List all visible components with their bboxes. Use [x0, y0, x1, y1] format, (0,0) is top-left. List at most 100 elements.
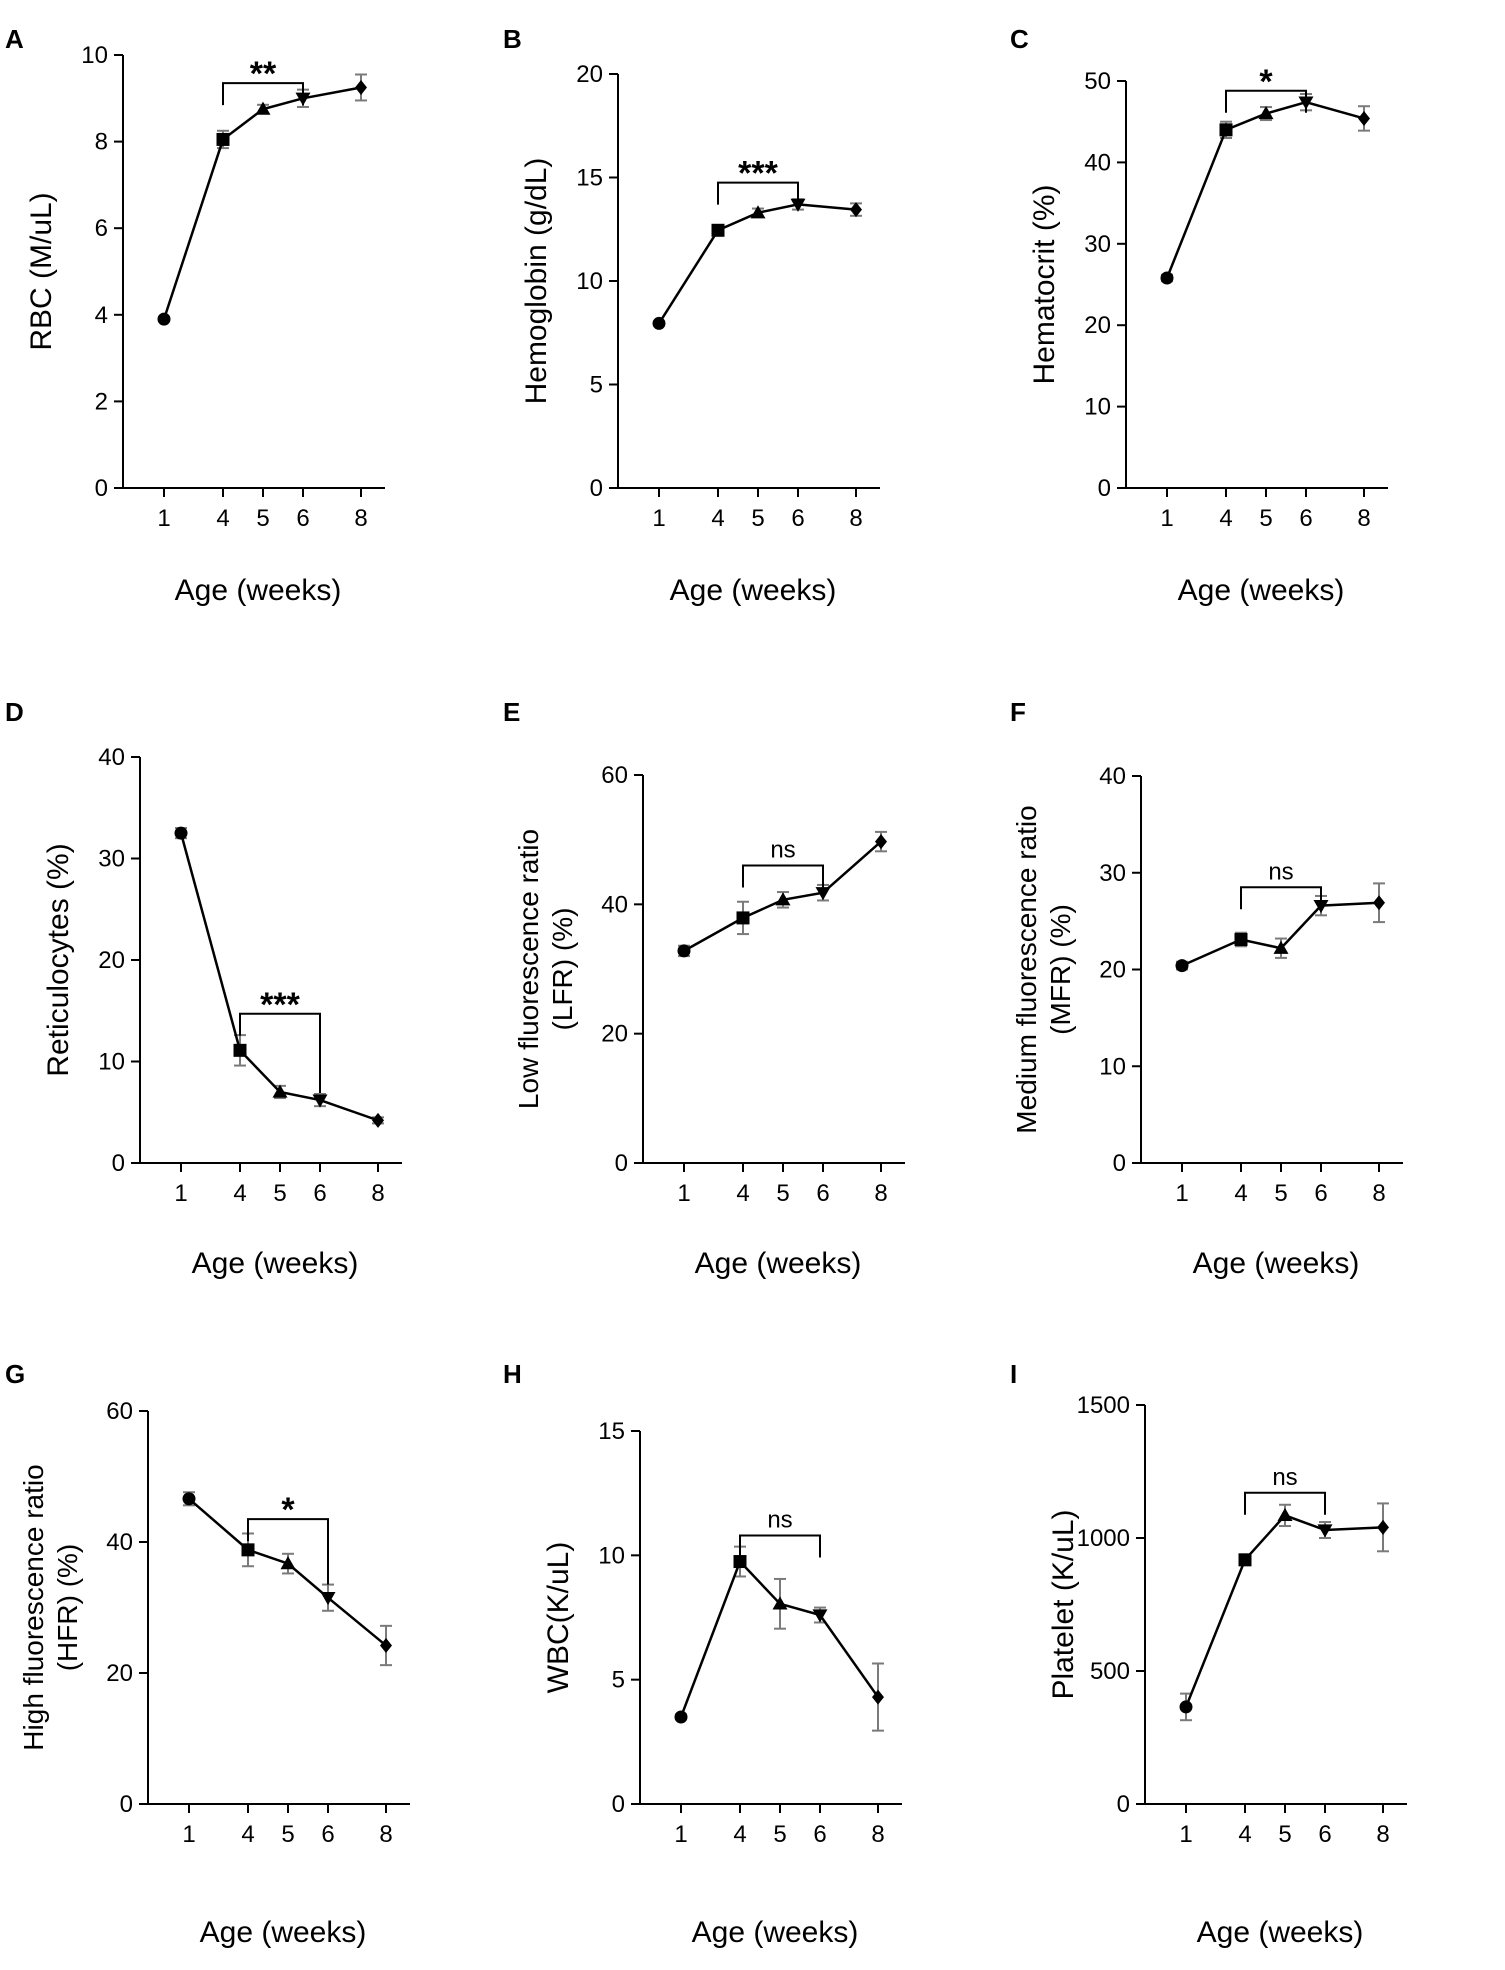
x-tick-label: 5: [773, 1821, 786, 1848]
data-point: [733, 1555, 747, 1569]
y-tick-label: 10: [81, 42, 108, 69]
y-axis-label-line: Medium fluorescence ratio: [1011, 805, 1042, 1133]
y-tick-label: 50: [1084, 68, 1111, 95]
data-point: [775, 892, 791, 906]
significance-bracket: [1244, 1491, 1326, 1515]
x-axis-label: Age (weeks): [692, 1916, 859, 1949]
x-tick-label: 1: [674, 1821, 687, 1848]
x-tick-label: 5: [751, 505, 764, 532]
y-axis-label-line: Low fluorescence ratio: [513, 829, 544, 1109]
data-point: [875, 834, 887, 850]
y-tick-label: 30: [1084, 231, 1111, 258]
x-tick-label: 6: [1318, 1821, 1331, 1848]
data-point: [216, 132, 230, 146]
x-tick-label: 8: [871, 1821, 884, 1848]
significance-label: ns: [770, 837, 795, 864]
panel-label: E: [503, 697, 520, 727]
significance-bracket: [1240, 886, 1322, 910]
significance-bracket: [239, 1012, 321, 1093]
series-line: [162, 86, 362, 320]
significance-bracket: [717, 181, 799, 205]
y-axis-label: Hemoglobin (g/dL): [520, 158, 553, 405]
chart-panel-f: F 0 10 20 30 40 1 4 5 6 8 Age (weeks) Medium fluores…: [1010, 697, 1403, 1280]
x-tick-label: 8: [371, 1180, 384, 1207]
x-tick-label: 4: [733, 1821, 746, 1848]
data-point: [320, 1592, 336, 1606]
y-tick-label: 500: [1090, 1658, 1130, 1685]
data-point: [182, 1492, 196, 1506]
y-tick-label: 2: [95, 388, 108, 415]
data-point: [711, 223, 725, 237]
y-tick-label: 15: [576, 165, 603, 192]
y-tick-label: 0: [615, 1150, 628, 1177]
x-tick-label: 1: [182, 1821, 195, 1848]
panel-label: D: [5, 697, 24, 727]
data-point: [1277, 1507, 1293, 1522]
series-line: [657, 203, 857, 325]
chart-panel-i: I 0 500 1000 1500 1 4 5 6 8 Age (weeks) Platelet (K…: [1010, 1359, 1407, 1949]
panel-label: H: [503, 1359, 522, 1389]
y-tick-label: 0: [120, 1791, 133, 1818]
x-axis-label: Age (weeks): [1193, 1247, 1360, 1280]
significance-bracket: [247, 1518, 329, 1585]
data-point: [272, 1084, 288, 1098]
data-point: [255, 101, 271, 115]
y-axis-label-line: (HFR) (%): [52, 1544, 83, 1672]
data-point: [1273, 940, 1289, 954]
y-tick-label: 40: [1084, 149, 1111, 176]
significance-bracket: [742, 864, 824, 888]
y-axis-label-line: High fluorescence ratio: [18, 1464, 49, 1750]
x-tick-label: 6: [313, 1180, 326, 1207]
significance-label: ns: [1268, 858, 1293, 885]
y-tick-label: 10: [1084, 394, 1111, 421]
significance-label: ns: [767, 1506, 792, 1533]
x-tick-label: 5: [256, 505, 269, 532]
y-axis-label: RBC (M/uL): [25, 192, 58, 350]
x-tick-label: 5: [1278, 1821, 1291, 1848]
data-point: [157, 312, 171, 326]
y-tick-label: 0: [590, 475, 603, 502]
y-tick-label: 20: [576, 61, 603, 88]
data-point: [355, 79, 367, 95]
chart-panel-e: E 0 20 40 60 1 4 5 6 8 Age (weeks) Low fluorescence…: [503, 697, 905, 1280]
significance-label: ***: [738, 155, 778, 193]
x-tick-label: 6: [1314, 1180, 1327, 1207]
y-tick-label: 10: [598, 1542, 625, 1569]
y-tick-label: 40: [1099, 763, 1126, 790]
x-axis-label: Age (weeks): [200, 1916, 367, 1949]
x-tick-label: 4: [233, 1180, 246, 1207]
x-tick-label: 8: [849, 505, 862, 532]
data-point: [241, 1543, 255, 1557]
panel-label: A: [5, 24, 24, 54]
y-axis-label: Platelet (K/uL): [1047, 1509, 1080, 1699]
y-axis-label: WBC(K/uL): [542, 1542, 575, 1694]
significance-bracket: [222, 82, 304, 106]
data-point: [736, 911, 750, 925]
x-tick-label: 8: [1376, 1821, 1389, 1848]
x-tick-label: 4: [1219, 505, 1232, 532]
x-tick-label: 4: [736, 1180, 749, 1207]
data-point: [1234, 933, 1248, 947]
x-tick-label: 8: [354, 505, 367, 532]
data-point: [233, 1043, 247, 1057]
data-point: [1175, 959, 1189, 973]
y-tick-label: 30: [98, 846, 125, 873]
x-axis-label: Age (weeks): [1178, 574, 1345, 607]
y-tick-label: 10: [576, 268, 603, 295]
y-tick-label: 0: [1117, 1791, 1130, 1818]
x-tick-label: 1: [1175, 1180, 1188, 1207]
x-tick-label: 1: [174, 1180, 187, 1207]
y-tick-label: 60: [106, 1398, 133, 1425]
data-point: [1317, 1524, 1333, 1538]
y-tick-label: 40: [106, 1529, 133, 1556]
y-tick-label: 30: [1099, 860, 1126, 887]
x-tick-label: 1: [1160, 505, 1173, 532]
x-tick-label: 1: [652, 505, 665, 532]
x-tick-label: 8: [1357, 505, 1370, 532]
y-tick-label: 40: [98, 744, 125, 771]
x-tick-label: 5: [281, 1821, 294, 1848]
y-tick-label: 20: [601, 1021, 628, 1048]
